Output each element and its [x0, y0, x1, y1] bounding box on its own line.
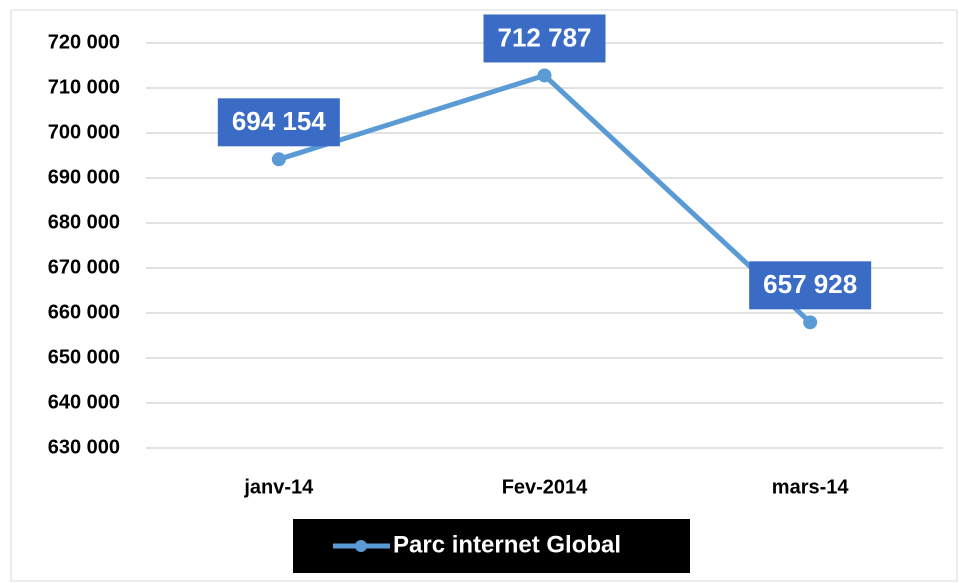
data-label: 712 787	[498, 22, 592, 52]
data-label-box	[749, 261, 872, 310]
y-tick-label: 700 000	[48, 121, 120, 143]
y-tick-label: 630 000	[48, 436, 120, 458]
point	[803, 315, 818, 330]
y-tick-label: 680 000	[48, 211, 120, 233]
data-label-box	[483, 14, 606, 63]
data-label-box	[217, 98, 340, 147]
x-tick-label: janv-14	[243, 476, 314, 498]
legend-marker	[355, 540, 367, 552]
data-label: 694 154	[232, 106, 327, 136]
y-tick-label: 660 000	[48, 301, 120, 323]
y-tick-label: 720 000	[48, 31, 120, 53]
y-tick-label: 650 000	[48, 346, 120, 368]
legend-label: Parc internet Global	[393, 531, 621, 558]
y-tick-label: 640 000	[48, 391, 120, 413]
point	[271, 152, 286, 167]
data-label: 657 928	[763, 269, 857, 299]
point	[537, 68, 552, 83]
x-tick-label: Fev-2014	[502, 476, 588, 498]
y-tick-label: 670 000	[48, 256, 120, 278]
y-tick-label: 710 000	[48, 76, 120, 98]
y-tick-label: 690 000	[48, 166, 120, 188]
x-tick-label: mars-14	[772, 476, 850, 498]
